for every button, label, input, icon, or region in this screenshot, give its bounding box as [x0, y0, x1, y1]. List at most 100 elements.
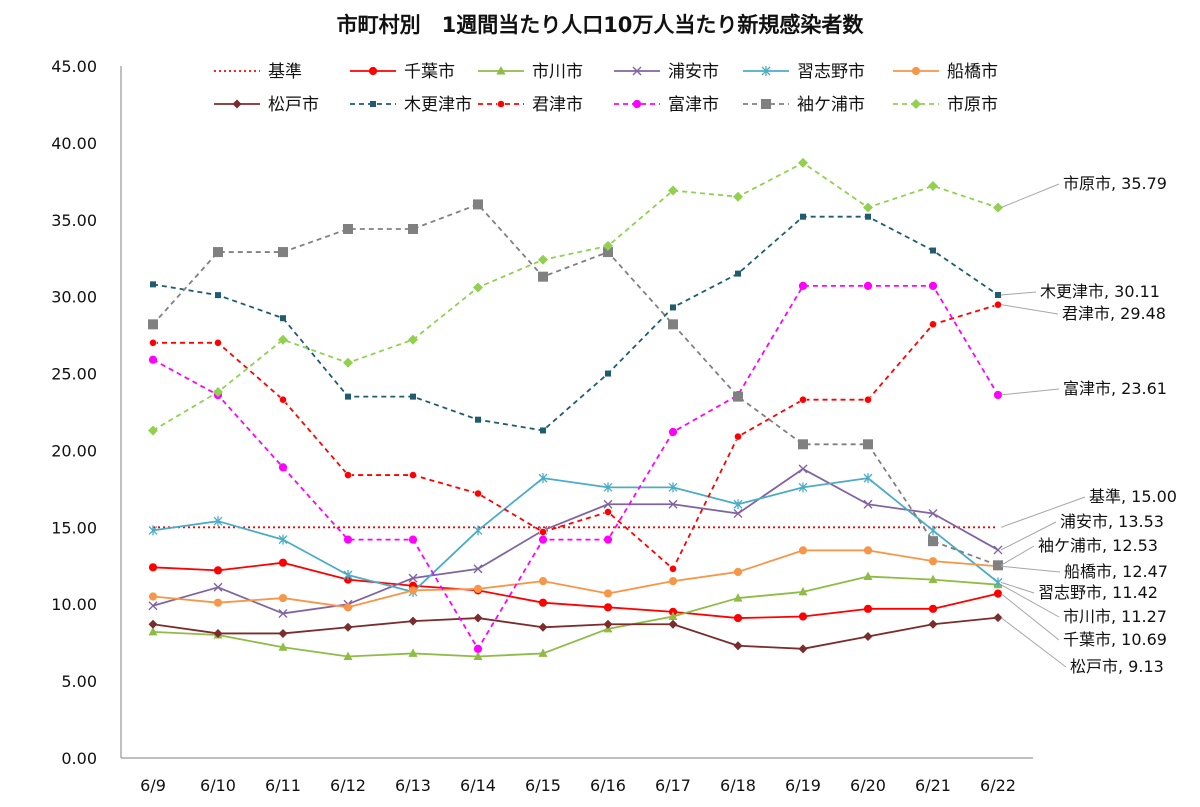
data-point — [343, 622, 353, 632]
series-船橋市 — [148, 546, 1003, 612]
data-point — [929, 320, 937, 329]
x-tick-label: 6/12 — [330, 776, 366, 795]
data-point — [668, 619, 678, 629]
data-point — [603, 603, 613, 612]
data-point — [278, 593, 288, 603]
x-tick-label: 6/16 — [590, 776, 626, 795]
data-point — [733, 391, 743, 402]
data-point — [798, 546, 808, 555]
data-point — [993, 545, 1003, 555]
data-point — [473, 584, 483, 593]
data-point — [733, 613, 743, 623]
data-point — [798, 482, 808, 493]
legend-swatch-marker — [496, 66, 506, 75]
data-point — [733, 593, 743, 602]
data-point — [863, 473, 873, 484]
data-point — [733, 191, 743, 202]
legend-item: 木更津市 — [350, 95, 472, 115]
data-point — [538, 577, 548, 586]
data-point — [733, 499, 743, 510]
leader-line — [1000, 617, 1067, 668]
legend-label: 基準 — [268, 62, 302, 82]
data-point — [473, 525, 483, 536]
legend-swatch-marker — [632, 99, 642, 109]
data-point — [670, 304, 676, 311]
leader-line — [1000, 584, 1060, 618]
legend-label: 浦安市 — [668, 62, 719, 82]
data-point — [668, 499, 678, 509]
data-point — [993, 560, 1003, 571]
data-label-text: 基準, 15.00 — [1089, 487, 1177, 506]
data-point — [278, 247, 288, 258]
legend-label: 千葉市 — [404, 62, 455, 82]
data-point — [863, 571, 873, 581]
data-point — [928, 508, 938, 518]
data-label-text: 市原市, 35.79 — [1063, 174, 1167, 193]
data-point — [213, 247, 223, 258]
data-point — [213, 387, 223, 398]
data-point — [345, 393, 351, 400]
data-label: 富津市, 23.61 — [1000, 379, 1167, 398]
x-tick-label: 6/9 — [140, 776, 166, 795]
data-point — [993, 577, 1003, 588]
data-point — [733, 641, 743, 651]
data-label: 市川市, 11.27 — [1000, 584, 1167, 626]
data-point — [473, 564, 483, 574]
data-point — [928, 525, 938, 536]
data-point — [213, 566, 223, 575]
legend-item: 市川市 — [478, 62, 583, 82]
data-label-text: 袖ケ浦市, 12.53 — [1038, 536, 1158, 555]
data-label: 基準, 15.00 — [1000, 487, 1177, 528]
x-tick-labels: 6/9 6/10 6/11 6/12 6/13 6/14 6/15 6/16 6/17 6/18 6… — [140, 776, 1016, 795]
data-point — [148, 601, 158, 611]
series-市川市 — [148, 571, 1003, 661]
data-point — [278, 642, 288, 651]
data-label-text: 習志野市, 11.42 — [1038, 583, 1158, 602]
data-point — [278, 534, 288, 545]
chart-title: 市町村別 1週間当たり人口10万人当たり新規感染者数 — [337, 13, 865, 37]
data-point — [993, 589, 1003, 598]
y-tick-label: 5.00 — [61, 672, 97, 691]
data-point — [148, 525, 158, 536]
series-富津市 — [148, 281, 1003, 653]
data-point — [798, 464, 808, 474]
data-point — [343, 224, 353, 235]
legend-item: 浦安市 — [614, 62, 719, 82]
data-point — [280, 315, 286, 322]
data-point — [473, 651, 483, 661]
series-松戸市 — [148, 613, 1003, 654]
data-label-text: 木更津市, 30.11 — [1040, 282, 1160, 301]
legend-label: 習志野市 — [797, 62, 865, 82]
series-line — [152, 161, 999, 432]
legend-item: 袖ケ浦市 — [743, 95, 865, 115]
y-tick-label: 20.00 — [51, 441, 97, 460]
data-point — [993, 202, 1003, 213]
series-group — [148, 157, 1003, 661]
data-point — [538, 648, 548, 657]
data-point — [603, 535, 613, 544]
legend-label: 木更津市 — [404, 95, 472, 115]
data-point — [148, 619, 158, 629]
data-point — [409, 471, 417, 479]
legend-swatch-marker — [232, 99, 242, 109]
legend-label: 富津市 — [668, 95, 719, 115]
data-point — [278, 558, 288, 567]
data-point — [993, 390, 1003, 400]
data-point — [928, 536, 938, 547]
legend-swatch-marker — [368, 66, 378, 76]
data-label: 君津市, 29.48 — [1000, 304, 1166, 323]
data-point — [278, 628, 288, 638]
data-point — [863, 281, 873, 291]
data-point — [995, 291, 1001, 298]
data-point — [343, 651, 353, 661]
data-point — [148, 319, 158, 330]
series-line — [152, 467, 999, 615]
data-point — [408, 616, 418, 626]
leader-line — [1000, 521, 1057, 551]
data-point — [603, 482, 613, 493]
series-line — [152, 616, 999, 650]
data-point — [278, 463, 288, 472]
data-point — [410, 393, 416, 400]
data-point — [863, 499, 873, 509]
